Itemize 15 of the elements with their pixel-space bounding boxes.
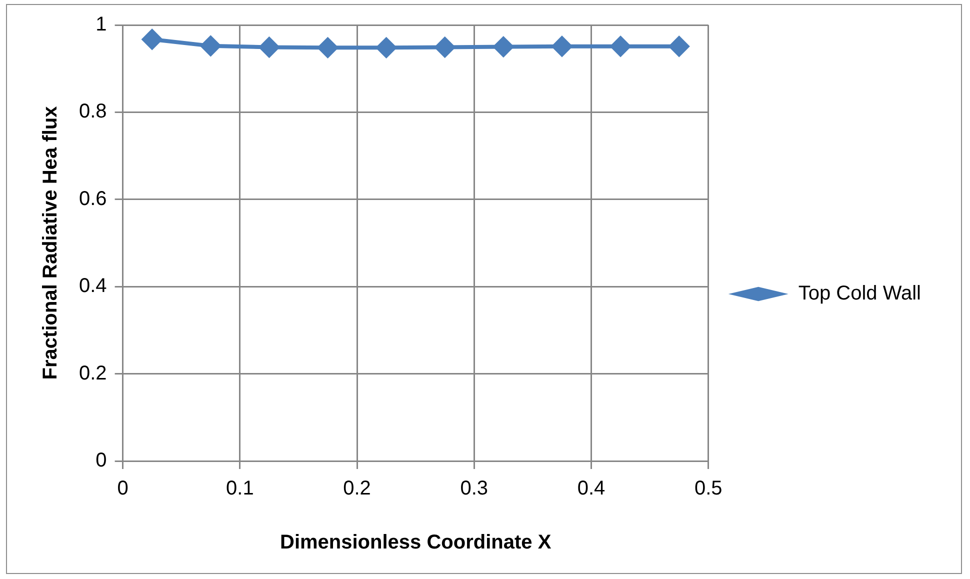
y-tick-label: 0.4 [78,275,107,298]
x-tick-label: 0.5 [694,478,722,500]
y-axis-title: Fractional Radiative Hea flux [40,106,62,380]
x-tick-label: 0 [117,478,128,500]
x-tick-label: 0.4 [577,478,606,500]
x-tick-label: 0.2 [343,478,371,500]
legend-label: Top Cold Wall [798,282,922,305]
y-tick-label: 0 [96,450,107,472]
y-tick-label: 0.2 [78,362,107,384]
y-tick-label: 0.6 [78,188,107,210]
x-tick-label: 0.1 [226,478,254,500]
y-tick-label: 0.8 [78,100,107,123]
x-tick-label: 0.3 [460,478,488,500]
y-tick-label: 1 [96,14,107,36]
x-axis-title: Dimensionless Coordinate X [280,532,552,554]
